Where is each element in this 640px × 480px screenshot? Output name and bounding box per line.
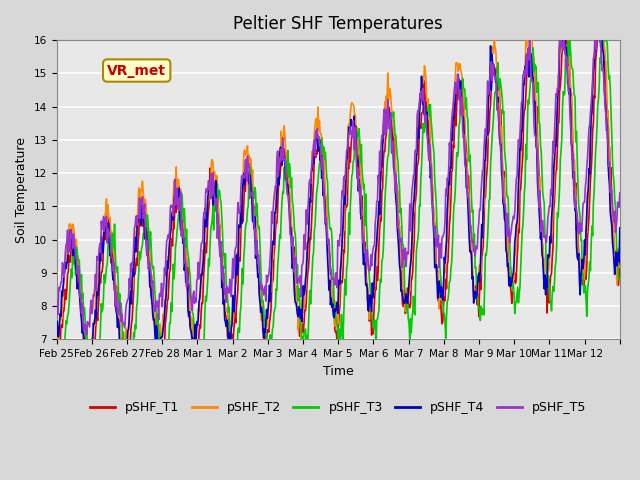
pSHF_T2: [87, 359, 95, 365]
Line: pSHF_T5: pSHF_T5: [56, 22, 620, 335]
pSHF_T2: [616, 264, 623, 270]
pSHF_T3: [120, 329, 127, 335]
pSHF_T4: [596, 16, 604, 22]
pSHF_T4: [272, 204, 280, 210]
pSHF_T1: [429, 188, 436, 193]
pSHF_T3: [251, 185, 259, 191]
pSHF_T1: [223, 322, 231, 328]
Title: Peltier SHF Temperatures: Peltier SHF Temperatures: [234, 15, 443, 33]
pSHF_T4: [616, 225, 623, 231]
pSHF_T2: [52, 354, 60, 360]
pSHF_T4: [251, 214, 259, 220]
pSHF_T1: [120, 347, 127, 353]
pSHF_T1: [616, 255, 623, 261]
pSHF_T3: [397, 205, 405, 211]
pSHF_T2: [120, 339, 127, 345]
pSHF_T3: [272, 286, 280, 292]
pSHF_T3: [616, 278, 623, 284]
pSHF_T4: [397, 288, 405, 294]
Line: pSHF_T2: pSHF_T2: [56, 0, 620, 362]
pSHF_T4: [429, 208, 436, 214]
pSHF_T3: [429, 137, 436, 143]
pSHF_T1: [85, 375, 93, 381]
Y-axis label: Soil Temperature: Soil Temperature: [15, 137, 28, 243]
pSHF_T3: [52, 372, 60, 378]
Line: pSHF_T3: pSHF_T3: [56, 21, 620, 406]
pSHF_T5: [272, 185, 280, 191]
pSHF_T5: [616, 190, 623, 196]
pSHF_T1: [251, 204, 259, 210]
pSHF_T5: [120, 320, 127, 326]
pSHF_T4: [120, 360, 127, 366]
Line: pSHF_T1: pSHF_T1: [56, 16, 620, 378]
pSHF_T1: [397, 265, 405, 271]
pSHF_T5: [223, 284, 231, 289]
pSHF_T4: [223, 317, 231, 323]
pSHF_T2: [251, 209, 259, 215]
pSHF_T5: [397, 235, 405, 241]
pSHF_T3: [223, 288, 231, 294]
Line: pSHF_T4: pSHF_T4: [56, 19, 620, 371]
pSHF_T2: [397, 265, 405, 271]
pSHF_T2: [272, 183, 280, 189]
Legend: pSHF_T1, pSHF_T2, pSHF_T3, pSHF_T4, pSHF_T5: pSHF_T1, pSHF_T2, pSHF_T3, pSHF_T4, pSHF…: [85, 396, 591, 420]
pSHF_T3: [600, 18, 608, 24]
pSHF_T1: [52, 362, 60, 368]
pSHF_T5: [83, 332, 90, 337]
pSHF_T2: [429, 185, 436, 191]
pSHF_T5: [429, 200, 436, 205]
pSHF_T4: [82, 368, 90, 373]
Text: VR_met: VR_met: [108, 63, 166, 77]
pSHF_T2: [223, 305, 231, 311]
pSHF_T1: [272, 219, 280, 225]
pSHF_T1: [595, 13, 602, 19]
pSHF_T5: [251, 236, 259, 242]
pSHF_T5: [594, 19, 602, 25]
X-axis label: Time: Time: [323, 365, 353, 378]
pSHF_T4: [52, 333, 60, 338]
pSHF_T3: [55, 403, 63, 409]
pSHF_T5: [52, 313, 60, 319]
